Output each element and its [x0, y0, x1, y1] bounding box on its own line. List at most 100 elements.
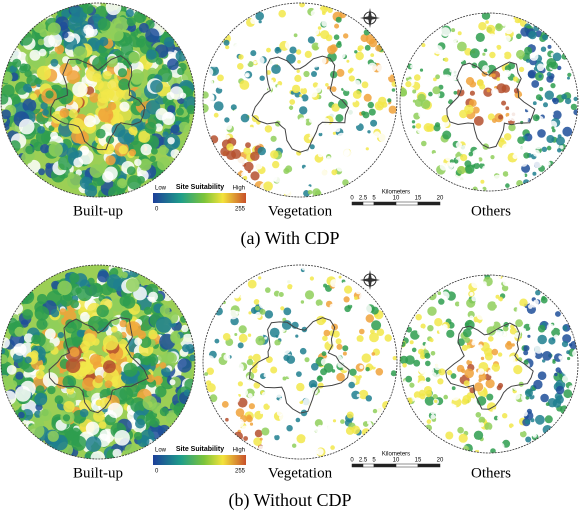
land-patch: [541, 47, 546, 52]
land-patch: [9, 380, 17, 388]
land-patch: [261, 26, 267, 32]
land-patch: [171, 124, 180, 133]
land-patch: [412, 375, 419, 382]
land-patch: [464, 369, 474, 379]
land-patch: [103, 360, 116, 373]
land-patch: [99, 37, 108, 46]
land-patch: [221, 349, 224, 352]
land-patch: [438, 291, 442, 295]
land-patch: [51, 309, 59, 317]
land-patch: [539, 75, 542, 78]
land-patch: [156, 58, 163, 65]
land-patch: [547, 146, 552, 151]
map-label: Vegetation: [268, 203, 333, 219]
land-patch: [343, 33, 348, 38]
land-patch: [126, 9, 134, 17]
land-patch: [417, 328, 425, 336]
land-patch: [285, 109, 290, 114]
land-patch: [354, 341, 363, 350]
land-patch: [55, 395, 64, 404]
land-patch: [248, 334, 251, 337]
land-patch: [545, 127, 551, 133]
land-patch: [258, 147, 266, 155]
land-patch: [299, 2, 305, 8]
land-patch: [507, 341, 512, 346]
land-patch: [405, 347, 410, 352]
land-patch: [233, 109, 240, 116]
land-patch: [255, 33, 261, 39]
land-patch: [446, 46, 450, 50]
land-patch: [217, 75, 224, 82]
land-patch: [327, 8, 332, 13]
land-patch: [303, 71, 309, 77]
map: [397, 272, 580, 455]
land-patch: [264, 337, 267, 340]
land-patch: [273, 173, 283, 183]
land-patch: [250, 42, 253, 45]
land-patch: [223, 354, 230, 361]
land-patch: [180, 403, 188, 411]
land-patch: [273, 305, 280, 312]
land-patch: [19, 66, 27, 74]
land-patch: [285, 409, 290, 414]
land-patch: [265, 287, 271, 293]
land-patch: [474, 382, 483, 391]
land-patch: [441, 27, 451, 37]
land-patch: [533, 101, 537, 105]
land-patch: [375, 45, 382, 52]
land-patch: [240, 80, 250, 90]
land-patch: [270, 367, 277, 374]
land-patch: [464, 380, 470, 386]
land-patch: [457, 372, 463, 378]
land-patch: [231, 149, 241, 159]
land-patch: [522, 411, 528, 417]
land-patch: [553, 110, 562, 119]
land-patch: [337, 144, 345, 152]
land-patch: [340, 385, 345, 390]
land-patch: [457, 180, 466, 189]
land-patch: [443, 74, 448, 79]
land-patch: [89, 283, 103, 297]
land-patch: [434, 45, 443, 54]
land-patch: [103, 71, 112, 80]
land-patch: [412, 348, 417, 353]
land-patch: [29, 423, 45, 439]
land-patch: [238, 54, 243, 59]
land-patch: [322, 336, 328, 342]
land-patch: [497, 443, 505, 451]
land-patch: [223, 305, 230, 312]
land-patch: [465, 90, 470, 95]
land-patch: [289, 99, 295, 105]
land-patch: [226, 143, 233, 150]
land-patch: [230, 394, 240, 404]
land-patch: [569, 385, 574, 390]
land-patch: [537, 129, 546, 138]
land-patch: [237, 63, 244, 70]
land-patch: [321, 433, 324, 436]
land-patch: [224, 117, 229, 122]
land-patch: [50, 132, 58, 140]
land-patch: [431, 414, 436, 419]
land-patch: [308, 108, 317, 117]
land-patch: [110, 353, 116, 359]
land-patch: [523, 145, 530, 152]
land-patch: [380, 144, 384, 148]
land-patch: [263, 181, 273, 191]
land-patch: [277, 101, 282, 106]
land-patch: [562, 341, 568, 347]
land-patch: [508, 172, 511, 175]
land-patch: [517, 136, 525, 144]
land-patch: [358, 48, 361, 51]
land-patch: [425, 425, 432, 432]
land-patch: [351, 152, 360, 161]
land-patch: [39, 409, 51, 421]
land-patch: [167, 59, 179, 71]
land-patch: [318, 375, 322, 379]
land-patch: [254, 61, 257, 64]
land-patch: [344, 296, 350, 302]
land-patch: [340, 25, 347, 32]
land-patch: [567, 357, 570, 360]
land-patch: [563, 389, 572, 398]
figure: Built-upVegetationOthersLowSite Suitabil…: [0, 0, 581, 514]
land-patch: [105, 380, 113, 388]
